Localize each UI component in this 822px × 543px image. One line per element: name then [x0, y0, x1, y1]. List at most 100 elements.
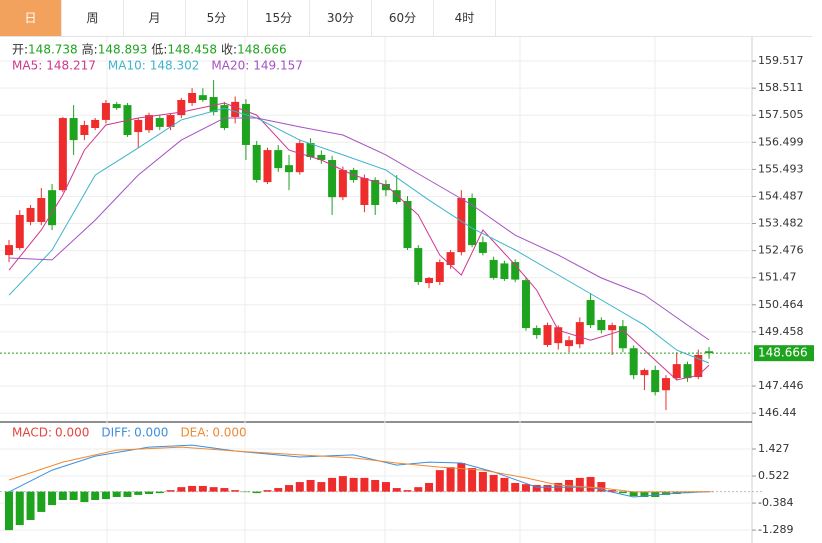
macd-bar	[26, 491, 35, 520]
y-tick-label: 157.505	[758, 108, 804, 121]
macd-bar	[188, 485, 197, 492]
macd-bar	[134, 491, 143, 495]
candle-body	[446, 252, 455, 266]
macd-bar	[618, 491, 627, 494]
candle-body	[618, 326, 627, 349]
candle-body	[145, 115, 154, 131]
period-tab[interactable]: 15分	[248, 0, 310, 36]
macd-bar	[155, 491, 164, 494]
period-tab[interactable]: 30分	[310, 0, 372, 36]
indicator-line	[8, 117, 710, 341]
ohlc-value: 148.666	[237, 43, 287, 57]
macd-bar	[80, 491, 89, 503]
macd-bar	[15, 491, 24, 526]
candle-body	[554, 327, 563, 344]
macd-bar	[381, 482, 390, 492]
y-tick-label: 150.464	[758, 298, 804, 311]
macd-bar	[360, 477, 369, 492]
ohlc-label: 开:	[12, 43, 28, 57]
macd-bar	[241, 491, 250, 493]
macd-bar	[575, 477, 584, 492]
legend-name: DEA:	[180, 426, 209, 440]
y-tick-label: -0.384	[758, 496, 793, 509]
legend-name: DIFF:	[101, 426, 131, 440]
macd-bar	[198, 485, 207, 492]
y-tick-label: 154.487	[758, 189, 804, 202]
candle-body	[328, 160, 337, 198]
macd-bar	[91, 491, 100, 500]
candle-body	[640, 370, 649, 376]
candle-body	[414, 248, 423, 282]
candle-body	[500, 263, 509, 280]
candle-body	[565, 340, 574, 347]
candle-body	[597, 319, 606, 331]
candle-body	[532, 328, 541, 336]
candle-body	[478, 242, 487, 253]
candle-body	[188, 93, 197, 103]
macd-bar	[306, 479, 315, 492]
candle-body	[360, 178, 369, 205]
ohlc-label: 低:	[151, 43, 167, 57]
legend-name: MA5:	[12, 59, 42, 73]
candle-body	[489, 259, 498, 278]
macd-bar	[489, 474, 498, 492]
period-tab[interactable]: 5分	[186, 0, 248, 36]
macd-bar	[338, 476, 347, 492]
macd-bar	[478, 471, 487, 492]
macd-bar	[403, 490, 412, 492]
candle-body	[457, 198, 466, 253]
macd-bar	[177, 487, 186, 492]
macd-bar	[231, 490, 240, 492]
macd-bar	[69, 491, 78, 500]
ohlc-value: 148.458	[167, 43, 217, 57]
candle-body	[241, 104, 250, 145]
period-tab[interactable]: 周	[62, 0, 124, 36]
candle-body	[629, 348, 638, 376]
ohlc-label: 高:	[82, 42, 98, 57]
candle-body	[198, 95, 207, 100]
macd-bar	[521, 484, 530, 492]
y-tick-label: 1.427	[758, 442, 790, 455]
macd-bar	[457, 462, 466, 492]
macd-bar	[328, 477, 337, 492]
candle-body	[177, 100, 186, 116]
last-price-box	[754, 345, 814, 362]
candle-body	[705, 351, 714, 354]
candle-body	[231, 101, 240, 117]
candle-body	[371, 179, 380, 205]
macd-bar	[414, 487, 423, 492]
ohlc-label: 收:	[221, 43, 237, 57]
y-tick-label: 146.44	[758, 406, 797, 419]
period-tab[interactable]: 日	[0, 0, 62, 36]
macd-bar	[101, 491, 110, 500]
macd-bar	[371, 479, 380, 492]
macd-bar	[209, 487, 218, 492]
macd-bar	[425, 482, 434, 492]
candle-body	[403, 200, 412, 249]
macd-bar	[123, 491, 132, 498]
period-tab[interactable]: 4时	[434, 0, 496, 36]
legend-name: MA20:	[211, 59, 249, 73]
candle-body	[26, 207, 35, 222]
y-tick-label: 158.511	[758, 81, 804, 94]
candle-body	[392, 190, 401, 203]
legend-value: 148.302	[150, 59, 200, 73]
legend-value: 0.000	[212, 426, 246, 440]
period-tab[interactable]: 月	[124, 0, 186, 36]
macd-bar	[500, 477, 509, 492]
indicator-line	[8, 102, 710, 381]
y-tick-label: 152.476	[758, 244, 804, 257]
candle-body	[511, 262, 520, 280]
candle-body	[252, 144, 261, 180]
y-tick-label: 151.47	[758, 271, 797, 284]
candle-body	[80, 125, 89, 135]
candle-body	[112, 104, 121, 109]
macd-bar	[511, 482, 520, 492]
macd-bar	[608, 490, 617, 492]
candle-body	[155, 118, 164, 127]
macd-bar	[5, 491, 13, 531]
period-tab[interactable]: 60分	[372, 0, 434, 36]
ohlc-value: 148.738	[28, 43, 78, 57]
y-tick-label: 0.522	[758, 469, 790, 482]
